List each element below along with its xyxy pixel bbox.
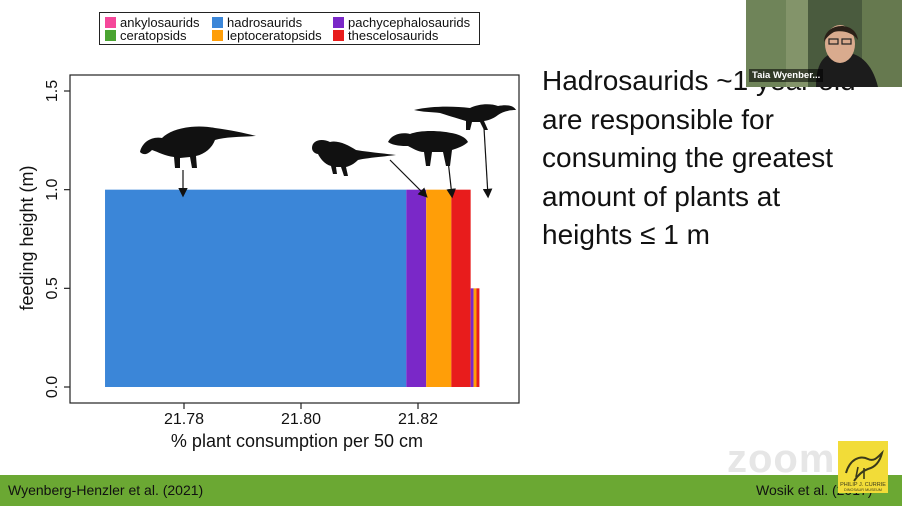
x-tick-label: 21.78	[164, 411, 204, 428]
leptoceratopsid-silhouette-icon	[388, 131, 468, 166]
zoom-watermark: zoom	[727, 437, 836, 481]
svg-text:DINOSAUR MUSEUM: DINOSAUR MUSEUM	[844, 488, 882, 492]
silhouettes-layer	[140, 104, 516, 176]
legend-item-thescelosaurids: thescelosaurids	[333, 29, 438, 42]
legend-swatch	[212, 17, 223, 28]
participant-name-label: Taia Wyenber...	[749, 69, 824, 82]
heading-line: consuming the greatest	[542, 142, 834, 173]
legend-label: ceratopsids	[120, 28, 187, 43]
y-axis: 0.0 0.5 1.0 1.5	[44, 80, 70, 398]
x-axis-label: % plant consumption per 50 cm	[171, 431, 423, 451]
citation-left: Wyenberg-Henzler et al. (2021)	[8, 482, 204, 498]
legend-swatch	[105, 30, 116, 41]
y-tick-label: 1.5	[44, 80, 61, 102]
heading-line: heights ≤ 1 m	[542, 219, 710, 250]
legend-label: hadrosaurids	[227, 15, 303, 30]
legend-item-leptoceratopsids: leptoceratopsids	[212, 29, 322, 42]
bar-thescelosaurids	[476, 288, 480, 387]
bar-pachycephalosaurids	[470, 288, 474, 387]
bar-leptoceratopsids	[426, 189, 452, 387]
legend-swatch	[212, 30, 223, 41]
legend-swatch	[333, 30, 344, 41]
footer-bar	[0, 475, 902, 506]
legend-item-hadrosaurids: hadrosaurids	[212, 16, 302, 29]
legend-label: pachycephalosaurids	[348, 15, 471, 30]
heading-line: amount of plants at	[542, 180, 781, 212]
pointer-arrow	[389, 159, 428, 198]
heading-line: are responsible for	[542, 103, 774, 135]
svg-text:PHILIP J. CURRIE: PHILIP J. CURRIE	[840, 482, 886, 488]
legend-swatch	[333, 17, 344, 28]
bar-hadrosaurids	[105, 189, 407, 387]
thescelosaurid-silhouette-icon	[414, 104, 516, 130]
legend-label: leptoceratopsids	[227, 28, 322, 43]
legend-swatch	[105, 17, 116, 28]
bar-leptoceratopsids	[473, 288, 477, 387]
y-tick-label: 1.0	[44, 178, 61, 200]
pointer-arrow	[482, 127, 493, 199]
bar-pachycephalosaurids	[406, 189, 427, 387]
bars-layer	[105, 189, 480, 387]
x-tick-label: 21.80	[281, 411, 321, 428]
legend-label: thescelosaurids	[348, 28, 439, 43]
participant-video-tile[interactable]: Taia Wyenber...	[746, 0, 902, 87]
chart-legend: ankylosaurids hadrosaurids pachycephalosau…	[99, 12, 480, 45]
legend-label: ankylosaurids	[120, 15, 200, 30]
legend-item-pachycephalosaurids: pachycephalosaurids	[333, 16, 470, 29]
slide-heading: Hadrosaurids ~1 year old are responsible…	[542, 62, 892, 255]
x-axis: 21.78 21.80 21.82	[164, 403, 438, 428]
y-tick-label: 0.0	[44, 376, 61, 398]
museum-logo-icon: PHILIP J. CURRIE DINOSAUR MUSEUM	[838, 441, 888, 493]
plot-border	[69, 74, 520, 404]
x-tick-label: 21.82	[398, 411, 438, 428]
hadrosaur-silhouette-icon	[140, 126, 256, 168]
pachycephalosaur-silhouette-icon	[312, 140, 396, 176]
y-tick-label: 0.5	[44, 277, 61, 299]
legend-item-ceratopsids: ceratopsids	[105, 29, 186, 42]
bar-thescelosaurids	[451, 189, 471, 387]
y-axis-label: feeding height (m)	[17, 165, 37, 310]
legend-item-ankylosaurids: ankylosaurids	[105, 16, 200, 29]
